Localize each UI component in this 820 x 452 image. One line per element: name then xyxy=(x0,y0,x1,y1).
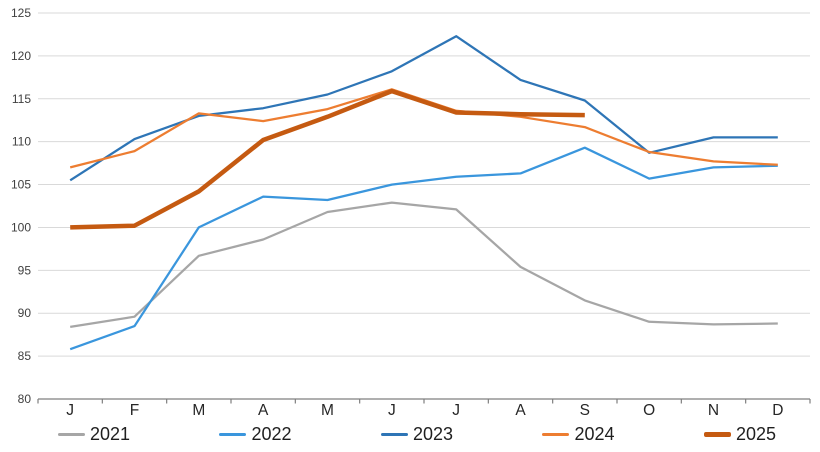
legend-item-2021: 2021 xyxy=(58,425,130,443)
y-axis-tick-label: 125 xyxy=(11,6,31,20)
legend-swatch-2022 xyxy=(219,432,247,436)
chart-legend: 2021 2022 2023 2024 2025 xyxy=(58,420,776,448)
x-axis-month-label: J xyxy=(66,402,74,419)
series-line-2025 xyxy=(70,88,585,230)
legend-item-2024: 2024 xyxy=(542,424,615,444)
y-axis-tick-label: 120 xyxy=(11,49,31,63)
x-axis-month-label: D xyxy=(772,402,783,419)
x-axis-month-label: M xyxy=(321,402,334,419)
legend-item-2022: 2022 xyxy=(219,424,292,444)
x-axis-month-label: F xyxy=(130,402,139,419)
legend-swatch-2024 xyxy=(542,432,570,436)
series-line-2022 xyxy=(69,146,778,351)
legend-swatch-2023 xyxy=(380,432,408,436)
y-axis-tick-label: 100 xyxy=(11,220,31,234)
y-axis-tick-label: 110 xyxy=(12,135,31,149)
y-axis-tick-label: 90 xyxy=(18,306,32,320)
line-chart: 80 85 90 95 100 105 110 115 120 125 J F M A M J J A S O N D xyxy=(11,6,811,419)
legend-label-2023: 2023 xyxy=(412,424,454,444)
legend-item-2023: 2023 xyxy=(380,424,454,444)
x-axis-month-label: J xyxy=(452,402,460,419)
series-line-2023 xyxy=(69,35,778,182)
legend-label-2025: 2025 xyxy=(735,424,776,444)
x-axis-month-label: J xyxy=(388,402,396,419)
legend-label-2024: 2024 xyxy=(574,424,615,444)
x-axis-month-label: A xyxy=(515,402,526,419)
y-axis-tick-label: 105 xyxy=(11,178,31,192)
legend-swatch-2025 xyxy=(703,431,731,437)
y-axis-tick-label: 85 xyxy=(18,349,32,363)
x-axis-month-label: N xyxy=(708,402,719,419)
x-axis-month-label: O xyxy=(643,402,655,419)
legend-item-2025: 2025 xyxy=(703,424,776,444)
x-axis-month-label: S xyxy=(580,402,590,419)
y-axis-tick-label: 80 xyxy=(18,392,32,406)
y-axis-tick-label: 115 xyxy=(12,92,31,106)
y-axis-tick-label: 95 xyxy=(18,263,32,277)
legend-label-2022: 2022 xyxy=(251,424,292,444)
x-axis-month-label: M xyxy=(192,402,205,419)
legend-label-2021: 2021 xyxy=(90,424,131,444)
x-axis-month-label: A xyxy=(258,402,269,419)
legend-swatch-2021 xyxy=(58,432,85,436)
series-line-2021 xyxy=(70,201,778,329)
